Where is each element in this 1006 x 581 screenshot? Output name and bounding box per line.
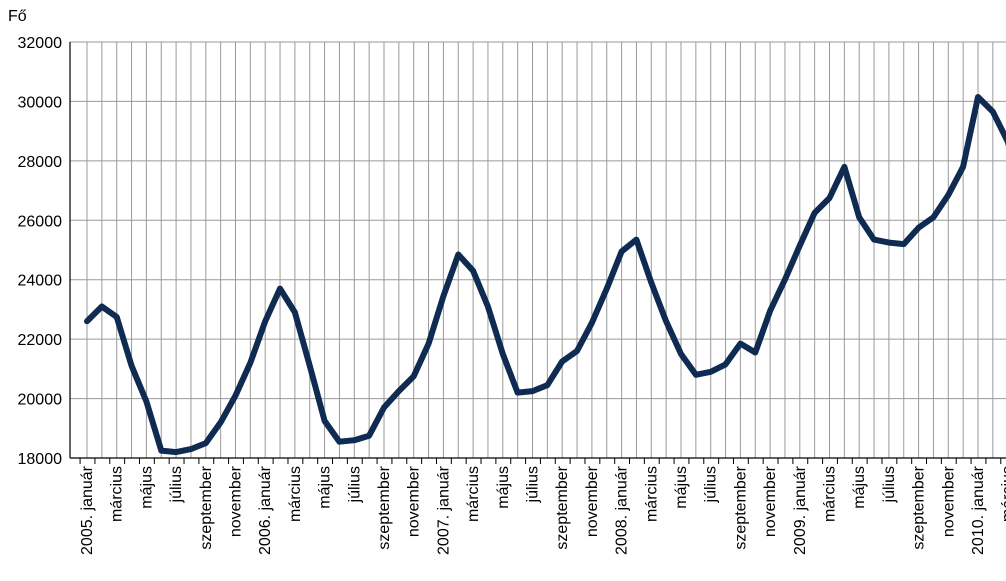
- x-tick-label: szeptember: [554, 465, 571, 549]
- vertical-gridlines: [86, 42, 994, 458]
- x-tick-label: november: [940, 465, 957, 537]
- x-tick-label: szeptember: [198, 465, 215, 549]
- x-tick-label: július: [525, 466, 542, 503]
- x-tick-label: március: [1000, 466, 1006, 522]
- y-tick-labels: 18000 20000 22000 24000 26000 28000 30000 32000: [18, 35, 63, 468]
- axes: [69, 42, 1006, 464]
- x-tick-label: 2008. január: [614, 465, 631, 555]
- x-tick-label: július: [881, 466, 898, 503]
- x-tick-label: november: [584, 465, 601, 537]
- series-line: [84, 94, 1006, 456]
- x-tick-label: 2006. január: [257, 465, 274, 555]
- x-tick-label: május: [851, 466, 868, 509]
- x-tick-label: szeptember: [732, 465, 749, 549]
- y-tick-label: 32000: [18, 35, 63, 52]
- x-tick-label: március: [643, 466, 660, 522]
- y-tick-label: 28000: [18, 154, 63, 171]
- x-tick-label: május: [495, 466, 512, 509]
- x-tick-label: július: [346, 466, 363, 503]
- horizontal-gridlines: [70, 41, 1006, 459]
- y-axis-unit-label: Fő: [8, 8, 27, 25]
- x-tick-label: május: [673, 466, 690, 509]
- x-tick-label: március: [822, 466, 839, 522]
- x-tick-label: március: [109, 466, 126, 522]
- x-tick-label: november: [228, 465, 245, 537]
- x-tick-label: május: [138, 466, 155, 509]
- x-tick-label: szeptember: [376, 465, 393, 549]
- x-tick-label: szeptember: [911, 465, 928, 549]
- x-tick-label: május: [317, 466, 334, 509]
- y-tick-label: 22000: [18, 332, 63, 349]
- x-tick-labels: 2005. január március május július szeptember…: [79, 465, 1006, 555]
- y-tick-label: 20000: [18, 392, 63, 409]
- x-tick-label: 2007. január: [435, 465, 452, 555]
- x-tick-label: november: [406, 465, 423, 537]
- x-tick-label: július: [168, 466, 185, 503]
- x-tick-label: 2005. január: [79, 465, 96, 555]
- y-tick-label: 30000: [18, 94, 63, 111]
- y-tick-label: 24000: [18, 273, 63, 290]
- x-tick-label: 2010. január: [970, 465, 987, 555]
- x-tick-label: március: [287, 466, 304, 522]
- x-tick-label: 2009. január: [792, 465, 809, 555]
- y-tick-label: 18000: [18, 451, 63, 468]
- y-tick-label: 26000: [18, 213, 63, 230]
- x-tick-label: március: [465, 466, 482, 522]
- x-tick-label: november: [762, 465, 779, 537]
- x-tick-label: július: [703, 466, 720, 503]
